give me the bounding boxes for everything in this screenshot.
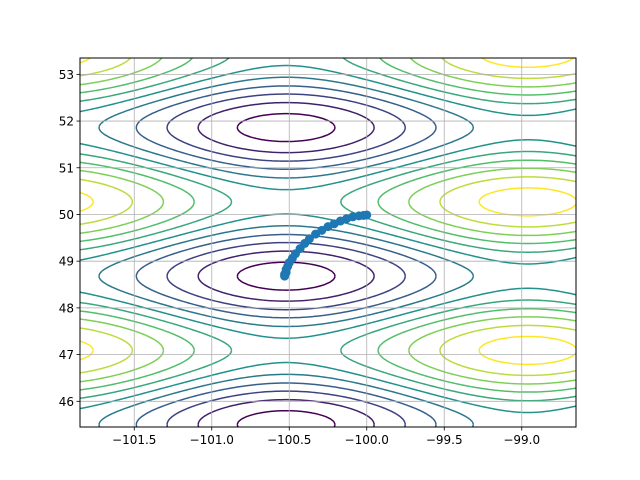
contour-level-8	[80, 58, 576, 385]
x-tick-label: −99.5	[426, 433, 463, 447]
y-axis: 46 47 48 49 50 51 52 53	[59, 68, 80, 409]
y-tick-label: 48	[59, 301, 74, 315]
x-tick-label: −100.5	[267, 433, 311, 447]
y-tick-label: 53	[59, 68, 74, 82]
y-tick-label: 49	[59, 255, 74, 269]
contour-level-3	[135, 85, 437, 427]
contour-level-7	[80, 58, 576, 393]
x-tick-label: −101.0	[190, 433, 234, 447]
x-axis: −101.5 −101.0 −100.5 −100.0 −99.5 −99.0	[112, 427, 540, 447]
contour-level-1	[197, 101, 375, 427]
x-tick-label: −101.5	[112, 433, 156, 447]
y-tick-label: 47	[59, 348, 74, 362]
y-tick-label: 51	[59, 161, 74, 175]
y-tick-label: 50	[59, 208, 74, 222]
descent-path-point	[280, 271, 290, 281]
descent-path-point	[311, 229, 321, 239]
plot-frame	[79, 57, 577, 428]
contour-level-0	[236, 112, 336, 427]
descent-path	[280, 210, 372, 281]
contour-level-5	[80, 64, 576, 414]
contour-lines	[80, 58, 576, 427]
contour-level-4	[98, 76, 475, 427]
contour-level-6	[80, 58, 576, 402]
x-tick-label: −100.0	[345, 433, 389, 447]
y-tick-label: 46	[59, 395, 74, 409]
grid-lines	[80, 58, 576, 427]
y-tick-label: 52	[59, 115, 74, 129]
x-tick-label: −99.0	[503, 433, 540, 447]
